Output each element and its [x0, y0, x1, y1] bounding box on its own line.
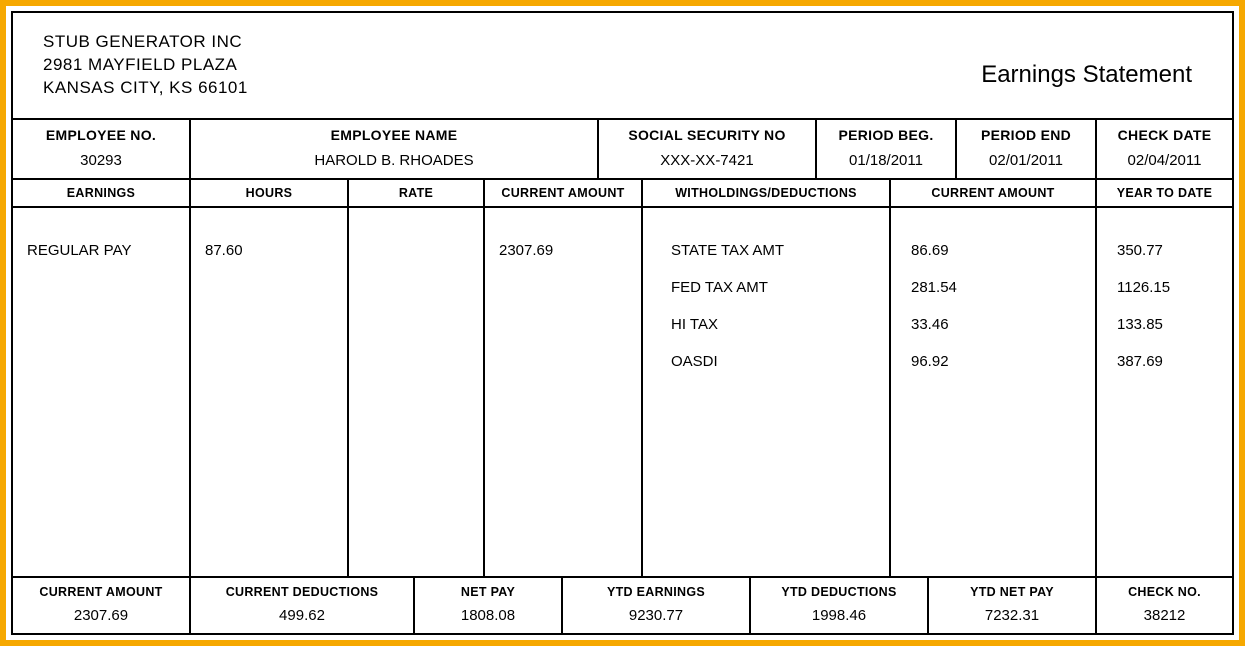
column-headers-row: EARNINGS HOURS RATE CURRENT AMOUNT WITHO… — [13, 178, 1232, 206]
col-hours: HOURS — [191, 180, 349, 206]
deduction-current-1: 281.54 — [911, 279, 1081, 296]
rate-col — [349, 208, 485, 576]
col-withholdings: WITHOLDINGS/DEDUCTIONS — [643, 180, 891, 206]
period-beg-label: PERIOD BEG. — [834, 120, 937, 152]
deduction-ytd-3: 387.69 — [1117, 353, 1218, 370]
company-block: STUB GENERATOR INC 2981 MAYFIELD PLAZA K… — [43, 31, 248, 100]
company-address-2: KANSAS CITY, KS 66101 — [43, 77, 248, 100]
deduction-label-0: STATE TAX AMT — [671, 242, 875, 259]
employee-name: HAROLD B. RHOADES — [310, 152, 477, 178]
employee-info-row: EMPLOYEE NO. 30293 EMPLOYEE NAME HAROLD … — [13, 118, 1232, 178]
period-end-label: PERIOD END — [977, 120, 1075, 152]
current-value: 2307.69 — [499, 242, 627, 259]
employee-name-label: EMPLOYEE NAME — [327, 120, 462, 152]
deduction-current-3: 96.92 — [911, 353, 1081, 370]
ssn-cell: SOCIAL SECURITY NO XXX-XX-7421 — [599, 120, 817, 178]
col-current-amount: CURRENT AMOUNT — [485, 180, 643, 206]
employee-no: 30293 — [76, 152, 126, 178]
ssn: XXX-XX-7421 — [656, 152, 757, 178]
total-ytd-net-pay: YTD NET PAY 7232.31 — [929, 578, 1097, 633]
deduction-ytd-1: 1126.15 — [1117, 279, 1218, 296]
check-date-label: CHECK DATE — [1114, 120, 1216, 152]
check-date: 02/04/2011 — [1124, 152, 1206, 178]
deduction-label-3: OASDI — [671, 353, 875, 370]
current-col: 2307.69 — [485, 208, 643, 576]
period-end-cell: PERIOD END 02/01/2011 — [957, 120, 1097, 178]
employee-name-cell: EMPLOYEE NAME HAROLD B. RHOADES — [191, 120, 599, 178]
total-ytd-earnings: YTD EARNINGS 9230.77 — [563, 578, 751, 633]
earnings-label: REGULAR PAY — [27, 242, 175, 259]
total-ytd-deductions: YTD DEDUCTIONS 1998.46 — [751, 578, 929, 633]
total-current-deductions: CURRENT DEDUCTIONS 499.62 — [191, 578, 415, 633]
pay-stub: STUB GENERATOR INC 2981 MAYFIELD PLAZA K… — [11, 11, 1234, 635]
header: STUB GENERATOR INC 2981 MAYFIELD PLAZA K… — [13, 13, 1232, 118]
company-address-1: 2981 MAYFIELD PLAZA — [43, 54, 248, 77]
period-end: 02/01/2011 — [985, 152, 1067, 178]
col-earnings: EARNINGS — [13, 180, 191, 206]
ssn-label: SOCIAL SECURITY NO — [624, 120, 789, 152]
deduction-ytd-0: 350.77 — [1117, 242, 1218, 259]
period-beg-cell: PERIOD BEG. 01/18/2011 — [817, 120, 957, 178]
deduction-ytd-col: 350.77 1126.15 133.85 387.69 — [1097, 208, 1232, 576]
company-name: STUB GENERATOR INC — [43, 31, 248, 54]
hours-value: 87.60 — [205, 242, 333, 259]
outer-frame: STUB GENERATOR INC 2981 MAYFIELD PLAZA K… — [0, 0, 1245, 646]
total-check-no: CHECK NO. 38212 — [1097, 578, 1232, 633]
employee-no-cell: EMPLOYEE NO. 30293 — [13, 120, 191, 178]
deduction-current-0: 86.69 — [911, 242, 1081, 259]
deduction-label-1: FED TAX AMT — [671, 279, 875, 296]
col-current-amount-2: CURRENT AMOUNT — [891, 180, 1097, 206]
totals-row: CURRENT AMOUNT 2307.69 CURRENT DEDUCTION… — [13, 576, 1232, 633]
statement-title: Earnings Statement — [981, 31, 1202, 100]
body-row: REGULAR PAY 87.60 2307.69 STATE TAX AMT … — [13, 206, 1232, 576]
hours-col: 87.60 — [191, 208, 349, 576]
deduction-current-col: 86.69 281.54 33.46 96.92 — [891, 208, 1097, 576]
period-beg: 01/18/2011 — [845, 152, 927, 178]
col-rate: RATE — [349, 180, 485, 206]
employee-no-label: EMPLOYEE NO. — [42, 120, 160, 152]
deductions-col: STATE TAX AMT FED TAX AMT HI TAX OASDI — [643, 208, 891, 576]
total-current-amount: CURRENT AMOUNT 2307.69 — [13, 578, 191, 633]
col-ytd: YEAR TO DATE — [1097, 180, 1232, 206]
total-net-pay: NET PAY 1808.08 — [415, 578, 563, 633]
deduction-current-2: 33.46 — [911, 316, 1081, 333]
deduction-ytd-2: 133.85 — [1117, 316, 1218, 333]
earnings-col: REGULAR PAY — [13, 208, 191, 576]
deduction-label-2: HI TAX — [671, 316, 875, 333]
check-date-cell: CHECK DATE 02/04/2011 — [1097, 120, 1232, 178]
